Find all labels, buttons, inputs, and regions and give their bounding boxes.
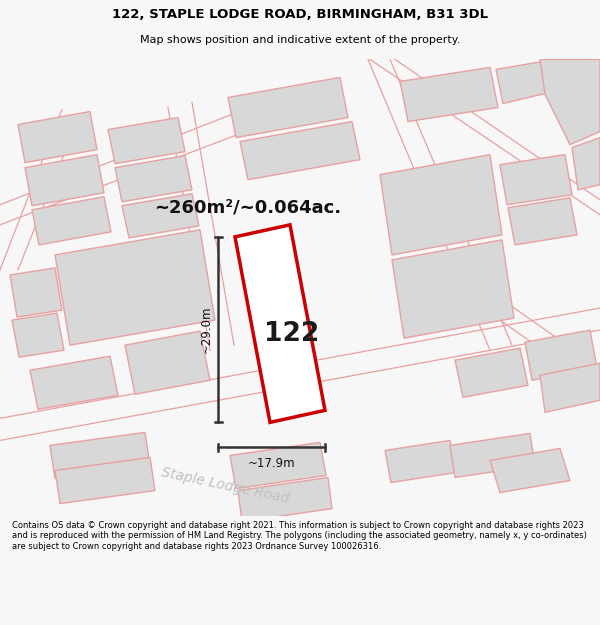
Polygon shape xyxy=(508,198,577,245)
Polygon shape xyxy=(392,240,514,338)
Polygon shape xyxy=(55,230,215,345)
Text: Staple Lodge Road: Staple Lodge Road xyxy=(160,465,290,506)
Polygon shape xyxy=(525,330,597,380)
Polygon shape xyxy=(55,458,155,504)
Polygon shape xyxy=(385,441,456,483)
Polygon shape xyxy=(500,154,572,205)
Polygon shape xyxy=(50,432,150,479)
Polygon shape xyxy=(30,356,118,409)
Text: Contains OS data © Crown copyright and database right 2021. This information is : Contains OS data © Crown copyright and d… xyxy=(12,521,587,551)
Polygon shape xyxy=(238,478,332,522)
Text: 122: 122 xyxy=(265,321,320,347)
Polygon shape xyxy=(240,121,360,180)
Polygon shape xyxy=(540,59,600,144)
Polygon shape xyxy=(572,138,600,190)
Polygon shape xyxy=(235,225,325,422)
Polygon shape xyxy=(12,313,64,358)
Polygon shape xyxy=(32,197,111,245)
Polygon shape xyxy=(400,68,498,121)
Text: ~17.9m: ~17.9m xyxy=(248,457,295,470)
Polygon shape xyxy=(18,111,97,162)
Polygon shape xyxy=(496,59,562,104)
Polygon shape xyxy=(125,331,210,394)
Polygon shape xyxy=(122,194,199,238)
Text: 122, STAPLE LODGE ROAD, BIRMINGHAM, B31 3DL: 122, STAPLE LODGE ROAD, BIRMINGHAM, B31 … xyxy=(112,8,488,21)
Polygon shape xyxy=(540,363,600,413)
Polygon shape xyxy=(450,433,535,478)
Polygon shape xyxy=(108,118,185,164)
Polygon shape xyxy=(115,156,192,202)
Polygon shape xyxy=(25,154,104,206)
Polygon shape xyxy=(228,78,348,138)
Polygon shape xyxy=(380,154,502,255)
Polygon shape xyxy=(490,449,570,493)
Polygon shape xyxy=(10,268,62,317)
Polygon shape xyxy=(230,442,326,489)
Text: ~29.0m: ~29.0m xyxy=(199,306,212,353)
Text: Map shows position and indicative extent of the property.: Map shows position and indicative extent… xyxy=(140,35,460,45)
Text: ~260m²/~0.064ac.: ~260m²/~0.064ac. xyxy=(154,199,341,217)
Polygon shape xyxy=(455,348,528,398)
